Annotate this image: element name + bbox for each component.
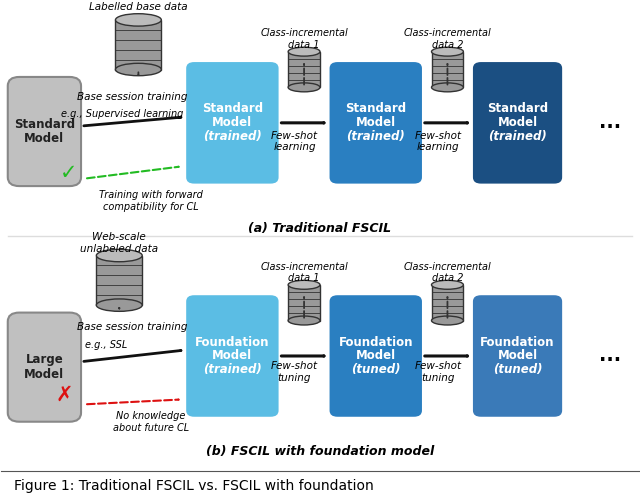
Text: ...: ... [599,346,621,366]
Text: Few-shot
learning: Few-shot learning [271,130,318,152]
Ellipse shape [288,47,320,56]
Text: Training with forward
compatibility for CL: Training with forward compatibility for … [99,190,203,212]
Text: Labelled base data: Labelled base data [89,2,188,12]
Polygon shape [288,52,320,88]
FancyBboxPatch shape [330,62,422,184]
Text: (b) FSCIL with foundation model: (b) FSCIL with foundation model [206,445,434,458]
Text: Class-incremental
data 2: Class-incremental data 2 [404,262,492,283]
Ellipse shape [431,83,463,92]
FancyBboxPatch shape [186,295,278,417]
Text: Class-incremental
data 1: Class-incremental data 1 [260,28,348,50]
Text: ✓: ✓ [60,162,77,182]
Ellipse shape [115,14,161,26]
Text: Base session training: Base session training [77,322,188,332]
Text: (a) Traditional FSCIL: (a) Traditional FSCIL [248,222,392,235]
FancyBboxPatch shape [186,62,278,184]
Text: Foundation: Foundation [195,336,269,348]
Polygon shape [288,285,320,320]
FancyBboxPatch shape [8,312,81,422]
FancyBboxPatch shape [8,77,81,186]
FancyBboxPatch shape [330,295,422,417]
Ellipse shape [288,280,320,289]
Text: Large: Large [26,353,63,366]
Text: Standard: Standard [14,118,75,130]
Text: Class-incremental
data 2: Class-incremental data 2 [404,28,492,50]
Text: Web-scale
unlabeled data: Web-scale unlabeled data [80,232,158,254]
FancyBboxPatch shape [473,62,562,184]
Text: Model: Model [356,350,396,362]
Text: (trained): (trained) [203,130,262,143]
Polygon shape [431,52,463,88]
Text: Foundation: Foundation [480,336,555,348]
Text: Class-incremental
data 1: Class-incremental data 1 [260,262,348,283]
Text: Model: Model [24,368,65,381]
Text: Base session training: Base session training [77,92,188,102]
Ellipse shape [97,250,142,262]
Text: Standard: Standard [345,102,406,116]
Text: Model: Model [212,116,252,130]
Ellipse shape [431,316,463,325]
Ellipse shape [431,280,463,289]
Text: Model: Model [497,116,538,130]
Text: Figure 1: Traditional FSCIL vs. FSCIL with foundation: Figure 1: Traditional FSCIL vs. FSCIL wi… [14,479,374,493]
Text: (trained): (trained) [488,130,547,143]
Text: e.g., Supervised learning: e.g., Supervised learning [61,109,184,119]
Text: Few-shot
tuning: Few-shot tuning [414,362,461,383]
Text: (trained): (trained) [203,364,262,376]
Text: No knowledge
about future CL: No knowledge about future CL [113,411,189,432]
Ellipse shape [288,83,320,92]
Polygon shape [97,256,142,305]
Text: ...: ... [599,114,621,132]
Text: Model: Model [356,116,396,130]
Text: Few-shot
tuning: Few-shot tuning [271,362,318,383]
Text: Model: Model [212,350,252,362]
Ellipse shape [431,47,463,56]
Text: (tuned): (tuned) [493,364,542,376]
Text: Model: Model [497,350,538,362]
Polygon shape [115,20,161,70]
Ellipse shape [288,316,320,325]
Text: Standard: Standard [487,102,548,116]
Text: (tuned): (tuned) [351,364,401,376]
Text: Model: Model [24,132,65,145]
FancyBboxPatch shape [473,295,562,417]
Text: e.g., SSL: e.g., SSL [85,340,127,350]
Text: Foundation: Foundation [339,336,413,348]
Text: (trained): (trained) [346,130,405,143]
Ellipse shape [115,64,161,76]
Text: Few-shot
learning: Few-shot learning [414,130,461,152]
Text: ✗: ✗ [55,384,72,404]
Text: Standard: Standard [202,102,263,116]
Ellipse shape [97,299,142,312]
Polygon shape [431,285,463,320]
